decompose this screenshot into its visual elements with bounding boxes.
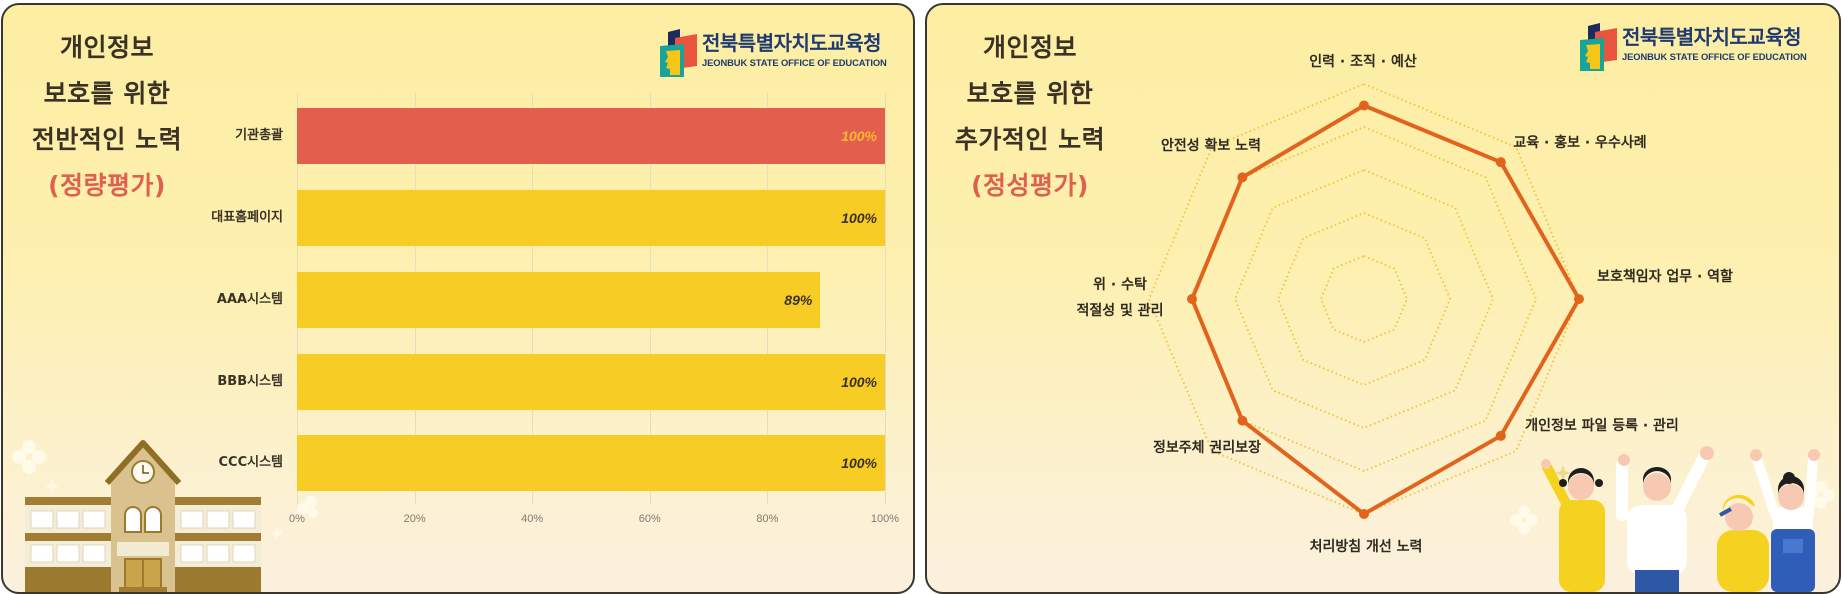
radar-data-point <box>1237 172 1248 183</box>
bar-category-label: AAA시스템 <box>216 292 283 307</box>
sparkle-flower-icon <box>297 496 318 518</box>
education-office-logo: 전북특별자치도교육청 JEONBUK STATE OFFICE OF EDUCA… <box>1580 21 1820 71</box>
qualitative-evaluation-panel: 개인정보 보호를 위한 추가적인 노력 (정성평가) 전북특별자치도교육청 JE… <box>925 3 1841 594</box>
logo-english-text: JEONBUK STATE OFFICE OF EDUCATION <box>1622 51 1807 62</box>
radar-axis-label: 위 · 수탁 적절성 및 관리 <box>1076 277 1164 319</box>
bar-value-label: 100% <box>841 128 877 144</box>
bar-chart-plot-area: 100% 100% 89% 100% 100% <box>297 93 886 504</box>
bar-aaa-system: 89% <box>297 272 821 328</box>
title-line-2: 보호를 위한 <box>966 79 1094 108</box>
x-tick-label: 0% <box>289 513 305 525</box>
x-axis: 0% 20% 40% 60% 80% 100% <box>289 5 899 592</box>
education-office-logo: 전북특별자치도교육청 JEONBUK STATE OFFICE OF EDUCA… <box>660 27 900 77</box>
bar-value-label: 100% <box>841 210 877 226</box>
x-tick-label: 20% <box>403 513 426 525</box>
title-line-2: 보호를 위한 <box>43 79 171 108</box>
education-office-logo-icon <box>1580 23 1617 71</box>
sparkle-flower-icon <box>12 440 46 474</box>
x-tick-label: 60% <box>638 513 661 525</box>
cheering-people-illustration <box>1541 446 1820 592</box>
radar-grid-ring <box>1233 168 1495 430</box>
logo-english-text: JEONBUK STATE OFFICE OF EDUCATION <box>702 57 887 68</box>
sparkle-icon <box>1555 465 1571 481</box>
radar-data-point <box>1237 415 1248 426</box>
panel-subtitle: (정성평가) <box>971 171 1089 200</box>
bar-value-label: 89% <box>784 292 813 308</box>
bar-institution-overall: 100% <box>297 108 885 164</box>
x-tick-label: 80% <box>756 513 779 525</box>
bar-category-label: 대표홈페이지 <box>211 210 283 225</box>
bar-value-label: 100% <box>841 455 877 471</box>
radar-axis-label: 인력 · 조직 · 예산 <box>1309 54 1417 70</box>
radar-axis-label: 교육 · 홍보 · 우수사례 <box>1513 135 1647 151</box>
education-office-logo-icon <box>660 29 697 77</box>
radar-data-point <box>1359 509 1369 519</box>
panel-title: 개인정보 보호를 위한 전반적인 노력 (정량평가) <box>3 25 211 209</box>
bar-homepage: 100% <box>297 190 885 246</box>
radar-axis-label: 처리방침 개선 노력 <box>1309 539 1423 555</box>
radar-data-point <box>1187 294 1197 304</box>
bar-bbb-system: 100% <box>297 354 885 410</box>
quantitative-evaluation-panel: 개인정보 보호를 위한 전반적인 노력 (정량평가) 전북특별자치도교육청 JE… <box>1 3 915 594</box>
logo-korean-text: 전북특별자치도교육청 <box>702 31 882 55</box>
title-line-3: 전반적인 노력 <box>31 125 183 154</box>
radar-grid-ring <box>1319 254 1409 344</box>
title-line-3: 추가적인 노력 <box>954 125 1106 154</box>
radar-data-point <box>1495 157 1506 168</box>
gridline <box>885 93 886 504</box>
radar-axis-label: 안전성 확보 노력 <box>1161 138 1261 154</box>
sparkle-flower-icon <box>1510 506 1538 534</box>
bar-ccc-system: 100% <box>297 435 885 491</box>
panel-subtitle: (정량평가) <box>48 171 166 200</box>
x-tick-label: 40% <box>521 513 544 525</box>
school-building-illustration <box>25 440 261 592</box>
panel-title: 개인정보 보호를 위한 추가적인 노력 (정성평가) <box>927 25 1133 209</box>
sparkle-icon <box>45 479 59 493</box>
radar-data-point <box>1359 100 1369 111</box>
radar-axis-label: 정보주체 권리보장 <box>1153 440 1261 456</box>
bar-category-label: BBB시스템 <box>217 374 283 389</box>
title-line-1: 개인정보 <box>982 33 1077 62</box>
radar-chart <box>1147 82 1584 519</box>
radar-data-point <box>1495 430 1506 441</box>
bar-category-label: 기관총괄 <box>235 128 283 143</box>
x-tick-label: 100% <box>870 513 900 525</box>
radar-axis-label: 개인정보 파일 등록 · 관리 <box>1525 418 1679 434</box>
bar-value-label: 100% <box>841 374 877 390</box>
sparkle-icon <box>271 527 283 539</box>
logo-korean-text: 전북특별자치도교육청 <box>1622 25 1802 49</box>
radar-grid-ring <box>1276 211 1452 387</box>
radar-axis-label: 보호책임자 업무 · 역할 <box>1597 269 1733 285</box>
bar-category-label: CCC시스템 <box>218 455 283 470</box>
radar-data-point <box>1574 294 1584 304</box>
title-line-1: 개인정보 <box>59 33 154 62</box>
